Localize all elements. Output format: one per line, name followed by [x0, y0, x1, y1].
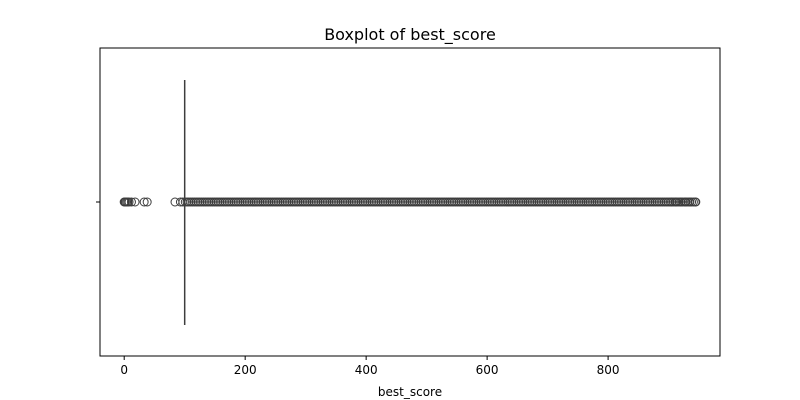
- outlier-point: [130, 197, 140, 207]
- x-tick-label: 400: [355, 363, 378, 377]
- outlier-point: [126, 197, 136, 207]
- x-axis: 0 200 400 600 800: [96, 201, 620, 377]
- outlier-point: [667, 197, 677, 207]
- chart-title: Boxplot of best_score: [324, 25, 496, 45]
- outlier-point: [681, 197, 691, 207]
- x-tick-label: 600: [476, 363, 499, 377]
- x-tick-label: 200: [234, 363, 257, 377]
- plot-area: [119, 80, 701, 325]
- outlier-point: [691, 197, 701, 207]
- outlier-point: [142, 197, 152, 207]
- x-tick-label: 0: [120, 363, 128, 377]
- outlier-point: [124, 197, 134, 207]
- x-tick-label: 800: [597, 363, 620, 377]
- outlier-point: [676, 197, 686, 207]
- outlier-point: [685, 197, 695, 207]
- outlier-point: [671, 197, 681, 207]
- outlier-point: [139, 197, 149, 207]
- x-axis-label: best_score: [378, 385, 442, 399]
